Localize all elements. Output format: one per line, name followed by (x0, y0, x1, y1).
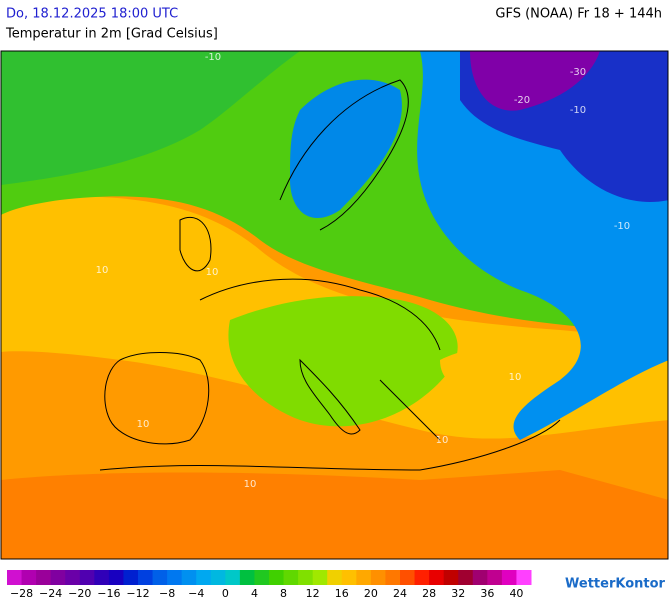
legend-swatch (269, 570, 285, 585)
legend-label: 8 (280, 587, 287, 600)
legend-swatch (385, 570, 401, 585)
contour-label: -10 (614, 221, 630, 232)
legend-swatch (36, 570, 52, 585)
legend-label: −28 (10, 587, 33, 600)
legend-swatch (501, 570, 517, 585)
legend-label: 0 (222, 587, 229, 600)
contour-label: -10 (205, 52, 221, 63)
legend-swatch (123, 570, 139, 585)
zone-extreme-cold (470, 51, 600, 111)
legend-label: 12 (306, 587, 320, 600)
map-frame (0, 50, 669, 560)
parameter: Temperatur in 2m [Grad Celsius] (5, 27, 218, 42)
contour-label: 10 (509, 372, 522, 383)
land-europe (228, 296, 458, 427)
legend-swatch (341, 570, 357, 585)
legend-swatch (167, 570, 183, 585)
legend-swatch (283, 570, 299, 585)
legend-swatch (298, 570, 314, 585)
scandinavia-cold (290, 79, 402, 219)
legend-swatch (254, 570, 270, 585)
legend-label: −8 (159, 587, 175, 600)
legend-label: 24 (393, 587, 407, 600)
legend-swatch (429, 570, 445, 585)
zone-anatolia (440, 345, 570, 393)
legend-swatch (196, 570, 212, 585)
legend-swatch (356, 570, 372, 585)
legend-swatch (400, 570, 416, 585)
legend-label: 40 (509, 587, 523, 600)
legend-swatch (516, 570, 532, 585)
legend-swatch (312, 570, 328, 585)
legend-label: −12 (126, 587, 149, 600)
legend-swatch (79, 570, 95, 585)
legend-label: 36 (480, 587, 494, 600)
contour-label: 10 (96, 265, 109, 276)
legend-label: −16 (97, 587, 120, 600)
brand-logo[interactable]: WetterKontor (565, 577, 666, 592)
map (0, 50, 669, 560)
legend-swatch (458, 570, 474, 585)
africa-warm (1, 470, 668, 559)
legend-swatch (225, 570, 241, 585)
legend-swatch (327, 570, 343, 585)
legend-swatch (21, 570, 37, 585)
legend-swatch (50, 570, 66, 585)
contour-label: -30 (570, 67, 586, 78)
legend-label: 16 (335, 587, 349, 600)
contour-label: 10 (137, 419, 150, 430)
contour-label: 10 (436, 435, 449, 446)
model-run: GFS (NOAA) Fr 18 + 144h (495, 7, 662, 22)
legend-swatch (443, 570, 459, 585)
legend-swatch (472, 570, 488, 585)
legend-swatch (239, 570, 255, 585)
contour-labels: -10 -20 -30 -10 -10 10 10 10 10 10 10 (96, 52, 631, 490)
legend-swatch (138, 570, 154, 585)
legend-swatch (487, 570, 503, 585)
contour-label: 10 (206, 267, 219, 278)
legend-swatch (181, 570, 197, 585)
legend-label: −20 (68, 587, 91, 600)
legend-swatch (370, 570, 386, 585)
legend-label: −4 (188, 587, 204, 600)
contour-label: -20 (514, 95, 530, 106)
legend-swatch (414, 570, 430, 585)
datetime: Do, 18.12.2025 18:00 UTC (6, 7, 178, 22)
coastlines (99, 79, 561, 471)
legend-swatch (94, 570, 110, 585)
legend-label: 4 (251, 587, 258, 600)
legend-swatch (7, 570, 23, 585)
zone-green-dark (1, 51, 300, 185)
contour-label: 10 (244, 479, 257, 490)
legend-label: 32 (451, 587, 465, 600)
legend-swatch (152, 570, 168, 585)
legend-label: 20 (364, 587, 378, 600)
color-legend: −28 −24 −20 −16 −12 −8 −4 0 4 8 12 16 20 24 28 32 36 40 (7, 570, 532, 600)
legend-label: −24 (39, 587, 62, 600)
contour-label: -10 (570, 105, 586, 116)
legend-label: 28 (422, 587, 436, 600)
legend-swatch (210, 570, 226, 585)
legend-swatch (108, 570, 124, 585)
legend-swatch (65, 570, 81, 585)
